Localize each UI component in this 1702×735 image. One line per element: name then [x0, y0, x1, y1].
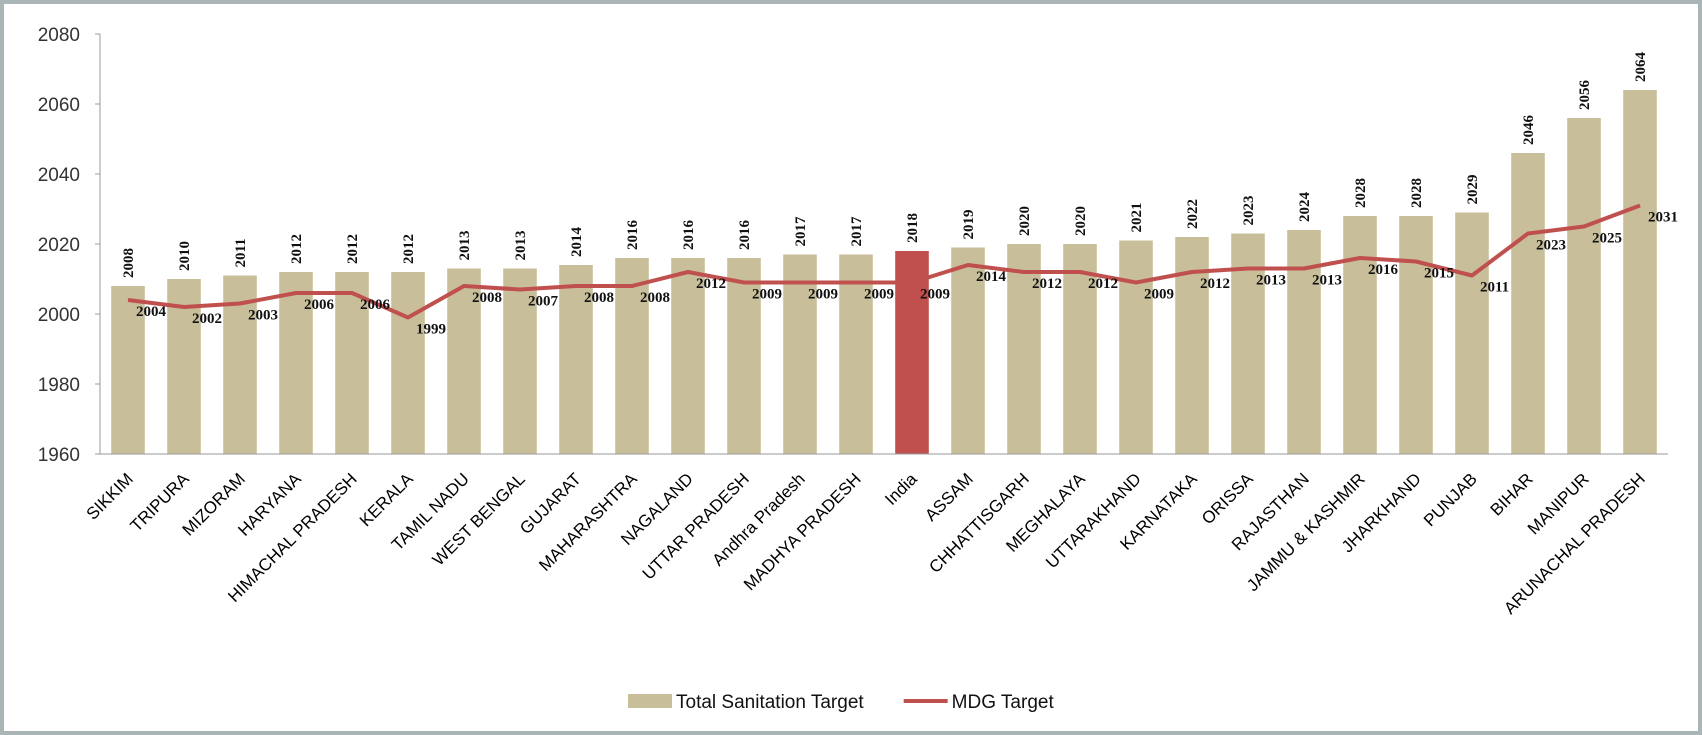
- bar: [447, 268, 481, 454]
- bar: [839, 254, 873, 454]
- bar: [335, 272, 369, 454]
- bar: [1511, 153, 1545, 454]
- bar: [111, 286, 145, 454]
- data-label: 2017: [849, 216, 865, 247]
- data-label: 2017: [793, 216, 809, 247]
- y-tick-label: 2020: [38, 235, 80, 256]
- data-label: 2002: [192, 311, 222, 327]
- data-label: 2008: [584, 290, 614, 306]
- data-label: 2012: [1088, 276, 1118, 292]
- bar: [1567, 118, 1601, 454]
- data-label: 1999: [416, 322, 446, 338]
- data-label: 2009: [808, 287, 838, 303]
- data-label: 2025: [1592, 231, 1622, 247]
- y-tick-label: 1960: [38, 445, 80, 466]
- data-label: 2021: [1129, 203, 1145, 233]
- data-label: 2016: [625, 220, 641, 251]
- data-label: 2012: [401, 234, 417, 264]
- data-label: 2022: [1185, 199, 1201, 229]
- data-label: 2018: [905, 213, 921, 243]
- bar: [1063, 244, 1097, 454]
- y-tick-label: 2080: [38, 25, 80, 46]
- data-label: 2056: [1577, 80, 1593, 111]
- data-label: 2011: [233, 238, 249, 267]
- data-label: 2008: [472, 290, 502, 306]
- legend-label: MDG Target: [952, 692, 1055, 713]
- y-tick-label: 2000: [38, 305, 80, 326]
- data-label: 2009: [752, 287, 782, 303]
- legend-label: Total Sanitation Target: [676, 692, 864, 713]
- bar: [895, 251, 929, 454]
- data-label: 2012: [289, 234, 305, 264]
- data-label: 2016: [1368, 262, 1399, 278]
- bar: [1287, 230, 1321, 454]
- legend-swatch: [628, 694, 672, 708]
- line: [127, 203, 1641, 320]
- data-label: 2014: [976, 269, 1007, 285]
- data-label: 2024: [1297, 192, 1313, 223]
- data-label: 2023: [1241, 196, 1257, 226]
- data-label: 2013: [457, 231, 473, 261]
- data-label: 2064: [1633, 52, 1649, 83]
- data-label: 2020: [1073, 206, 1089, 236]
- data-label: 2046: [1521, 115, 1537, 146]
- data-label: 2008: [640, 290, 670, 306]
- data-label: 2011: [1480, 280, 1509, 296]
- y-tick-label: 2060: [38, 95, 80, 116]
- data-label: 2004: [136, 304, 167, 320]
- data-label: 2007: [528, 294, 559, 310]
- bar: [279, 272, 313, 454]
- data-label: 2028: [1409, 178, 1425, 208]
- data-label: 2009: [920, 287, 950, 303]
- y-tick-label: 1980: [38, 375, 80, 396]
- data-label: 2012: [696, 276, 726, 292]
- data-label: 2013: [1312, 273, 1342, 289]
- y-tick-label: 2040: [38, 165, 80, 186]
- data-label: 2003: [248, 308, 278, 324]
- bar: [1623, 90, 1657, 454]
- bar: [391, 272, 425, 454]
- data-label: 2010: [177, 241, 193, 271]
- data-label: 2012: [1200, 276, 1230, 292]
- data-label: 2006: [304, 297, 335, 313]
- data-label: 2009: [1144, 287, 1174, 303]
- data-label: 2009: [864, 287, 894, 303]
- data-label: 2006: [360, 297, 391, 313]
- data-label: 2019: [961, 210, 977, 240]
- data-label: 2016: [681, 220, 697, 251]
- bar: [783, 254, 817, 454]
- data-label: 2016: [737, 220, 753, 251]
- bar: [671, 258, 705, 454]
- data-label: 2015: [1424, 266, 1454, 282]
- bar: [615, 258, 649, 454]
- data-label: 2031: [1648, 210, 1678, 226]
- data-label: 2020: [1017, 206, 1033, 236]
- data-label: 2029: [1465, 175, 1481, 205]
- data-label: 2012: [1032, 276, 1062, 292]
- bar: [503, 268, 537, 454]
- data-label: 2008: [121, 248, 137, 278]
- bar: [559, 265, 593, 454]
- data-label: 2012: [345, 234, 361, 264]
- data-label: 2023: [1536, 238, 1566, 254]
- bar: [1399, 216, 1433, 454]
- data-label: 2013: [1256, 273, 1286, 289]
- bar: [727, 258, 761, 454]
- data-label: 2014: [569, 227, 585, 258]
- bar: [1119, 240, 1153, 454]
- data-label: 2013: [513, 231, 529, 261]
- bar: [1007, 244, 1041, 454]
- bar: [951, 247, 985, 454]
- bar: [1343, 216, 1377, 454]
- data-label: 2028: [1353, 178, 1369, 208]
- bar: [1455, 212, 1489, 454]
